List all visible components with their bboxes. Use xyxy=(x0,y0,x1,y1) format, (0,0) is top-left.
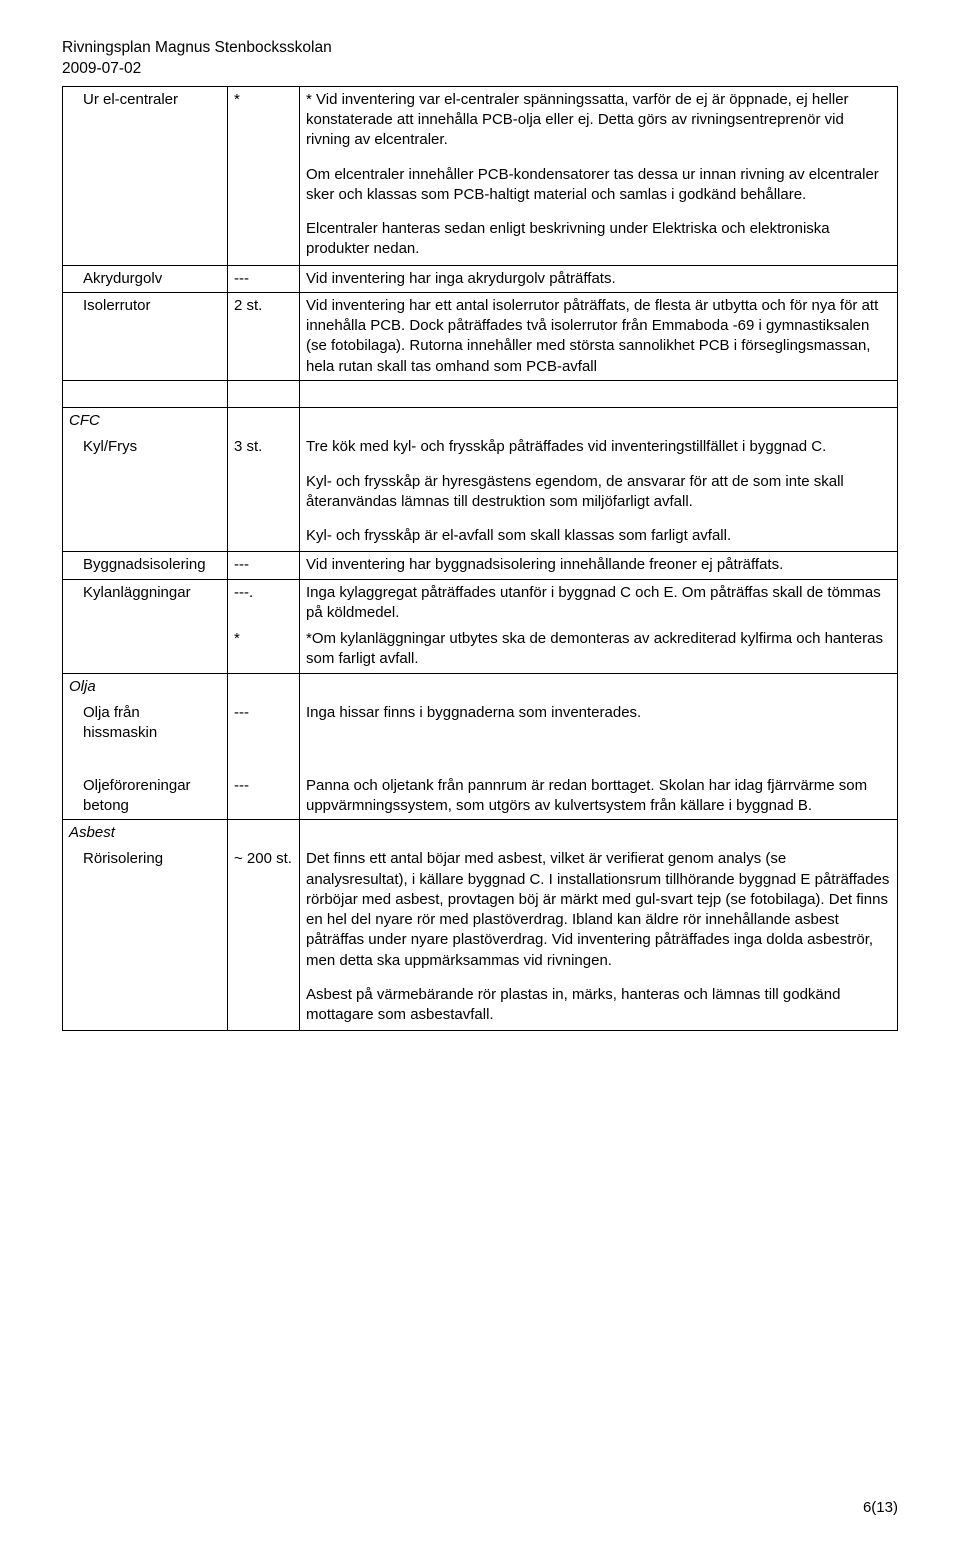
row-label: Akrydurgolv xyxy=(63,265,228,292)
row-text: *Om kylanläggningar utbytes ska de demon… xyxy=(300,626,898,673)
row-qty: --- xyxy=(228,700,300,747)
row-label: Rörisolering xyxy=(63,846,228,1031)
spacer-cell xyxy=(63,380,228,407)
row-qty: 3 st. xyxy=(228,434,300,552)
row-label: Kyl/Frys xyxy=(63,434,228,552)
row-qty: * xyxy=(228,626,300,673)
row-text: Vid inventering har inga akrydurgolv påt… xyxy=(300,265,898,292)
inventory-table: Ur el-centraler * * Vid inventering var … xyxy=(62,86,898,1032)
row-text: Tre kök med kyl- och frysskåp påträffade… xyxy=(300,434,898,552)
row-text: Inga hissar finns i byggnaderna som inve… xyxy=(300,700,898,747)
spacer-cell xyxy=(300,673,898,700)
row-qty: * xyxy=(228,86,300,265)
spacer-cell xyxy=(300,380,898,407)
section-head-asbest: Asbest xyxy=(63,820,228,847)
row-qty: ---. xyxy=(228,579,300,626)
row-label: Isolerrutor xyxy=(63,292,228,380)
section-head-olja: Olja xyxy=(63,673,228,700)
spacer-cell xyxy=(228,673,300,700)
spacer-cell xyxy=(300,820,898,847)
row-label: Oljeföroreningar betong xyxy=(63,773,228,820)
row-qty: --- xyxy=(228,552,300,579)
row-text: Vid inventering har byggnadsisolering in… xyxy=(300,552,898,579)
row-qty: --- xyxy=(228,265,300,292)
row-qty: --- xyxy=(228,773,300,820)
page-number: 6(13) xyxy=(863,1498,898,1518)
doc-header: Rivningsplan Magnus Stenbocksskolan 2009… xyxy=(62,38,898,80)
row-text: Inga kylaggregat påträffades utanför i b… xyxy=(300,579,898,626)
row-text: Vid inventering har ett antal isolerruto… xyxy=(300,292,898,380)
spacer-cell xyxy=(300,408,898,435)
doc-date: 2009-07-02 xyxy=(62,59,898,80)
row-label: Olja från hissmaskin xyxy=(63,700,228,747)
row-label: Ur el-centraler xyxy=(63,86,228,265)
spacer-cell xyxy=(300,746,898,772)
spacer-cell xyxy=(228,820,300,847)
doc-title: Rivningsplan Magnus Stenbocksskolan xyxy=(62,38,898,59)
spacer-cell xyxy=(228,380,300,407)
section-head-cfc: CFC xyxy=(63,408,228,435)
spacer-cell xyxy=(63,626,228,673)
row-text: Det finns ett antal böjar med asbest, vi… xyxy=(300,846,898,1031)
row-text: Panna och oljetank från pannrum är redan… xyxy=(300,773,898,820)
row-text: * Vid inventering var el-centraler spänn… xyxy=(300,86,898,265)
spacer-cell xyxy=(228,408,300,435)
row-label: Byggnadsisolering xyxy=(63,552,228,579)
spacer-cell xyxy=(228,746,300,772)
row-qty: 2 st. xyxy=(228,292,300,380)
row-qty: ~ 200 st. xyxy=(228,846,300,1031)
spacer-cell xyxy=(63,746,228,772)
row-label: Kylanläggningar xyxy=(63,579,228,626)
